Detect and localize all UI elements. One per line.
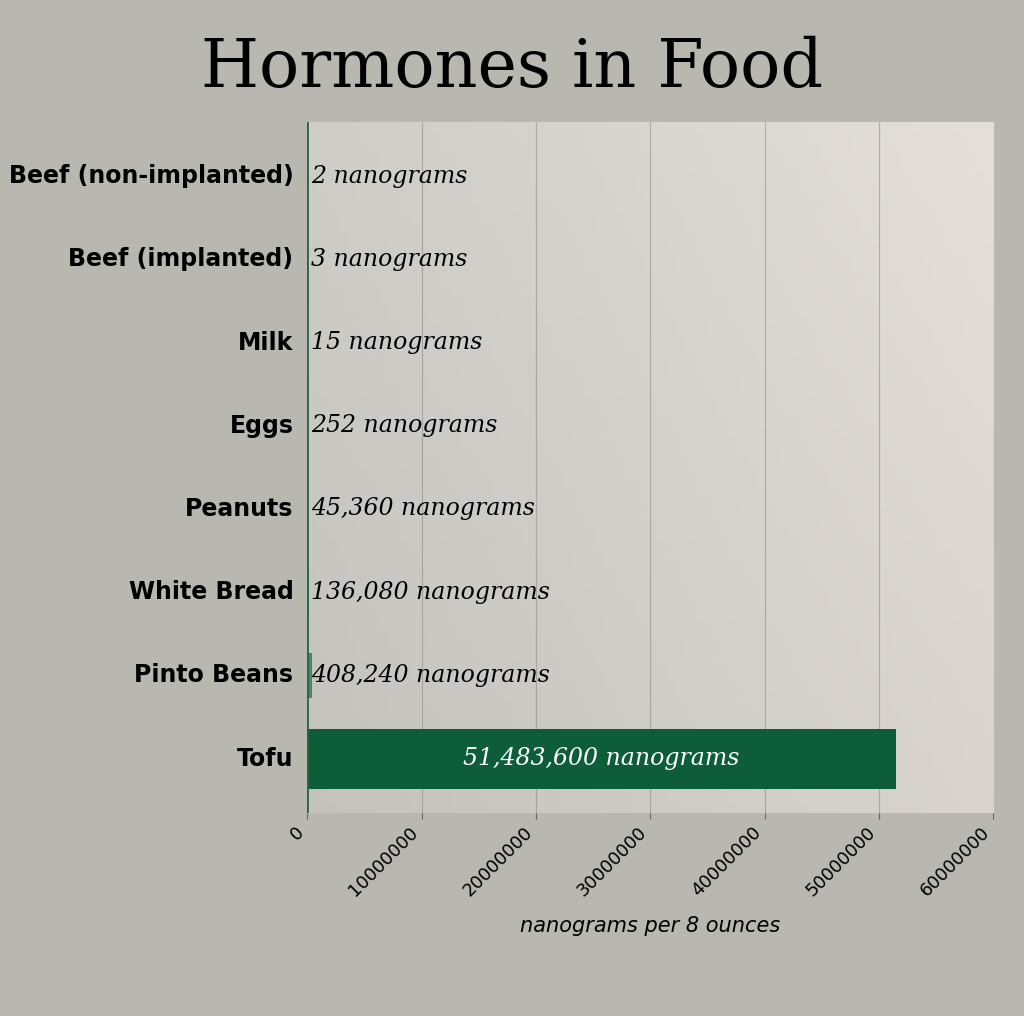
Text: 45,360 nanograms: 45,360 nanograms: [310, 498, 535, 520]
Text: 51,483,600 nanograms: 51,483,600 nanograms: [464, 747, 739, 770]
Text: Beef (non-implanted): Beef (non-implanted): [9, 164, 294, 188]
Text: 15 nanograms: 15 nanograms: [310, 331, 482, 354]
Text: 136,080 nanograms: 136,080 nanograms: [310, 581, 550, 604]
Text: 252 nanograms: 252 nanograms: [310, 415, 497, 437]
Text: Pinto Beans: Pinto Beans: [134, 663, 294, 688]
Text: Beef (implanted): Beef (implanted): [69, 247, 294, 271]
Text: 2 nanograms: 2 nanograms: [310, 165, 467, 188]
Text: Milk: Milk: [239, 330, 294, 355]
Text: 3 nanograms: 3 nanograms: [310, 248, 467, 270]
Text: Hormones in Food: Hormones in Food: [201, 36, 823, 101]
Bar: [307, 728, 896, 788]
Text: Tofu: Tofu: [237, 747, 294, 771]
Text: Eggs: Eggs: [229, 414, 294, 438]
Bar: [307, 569, 309, 615]
Text: White Bread: White Bread: [129, 580, 294, 605]
Text: Peanuts: Peanuts: [185, 497, 294, 521]
X-axis label: nanograms per 8 ounces: nanograms per 8 ounces: [520, 916, 780, 937]
Text: 408,240 nanograms: 408,240 nanograms: [310, 664, 550, 687]
Bar: [307, 652, 312, 698]
